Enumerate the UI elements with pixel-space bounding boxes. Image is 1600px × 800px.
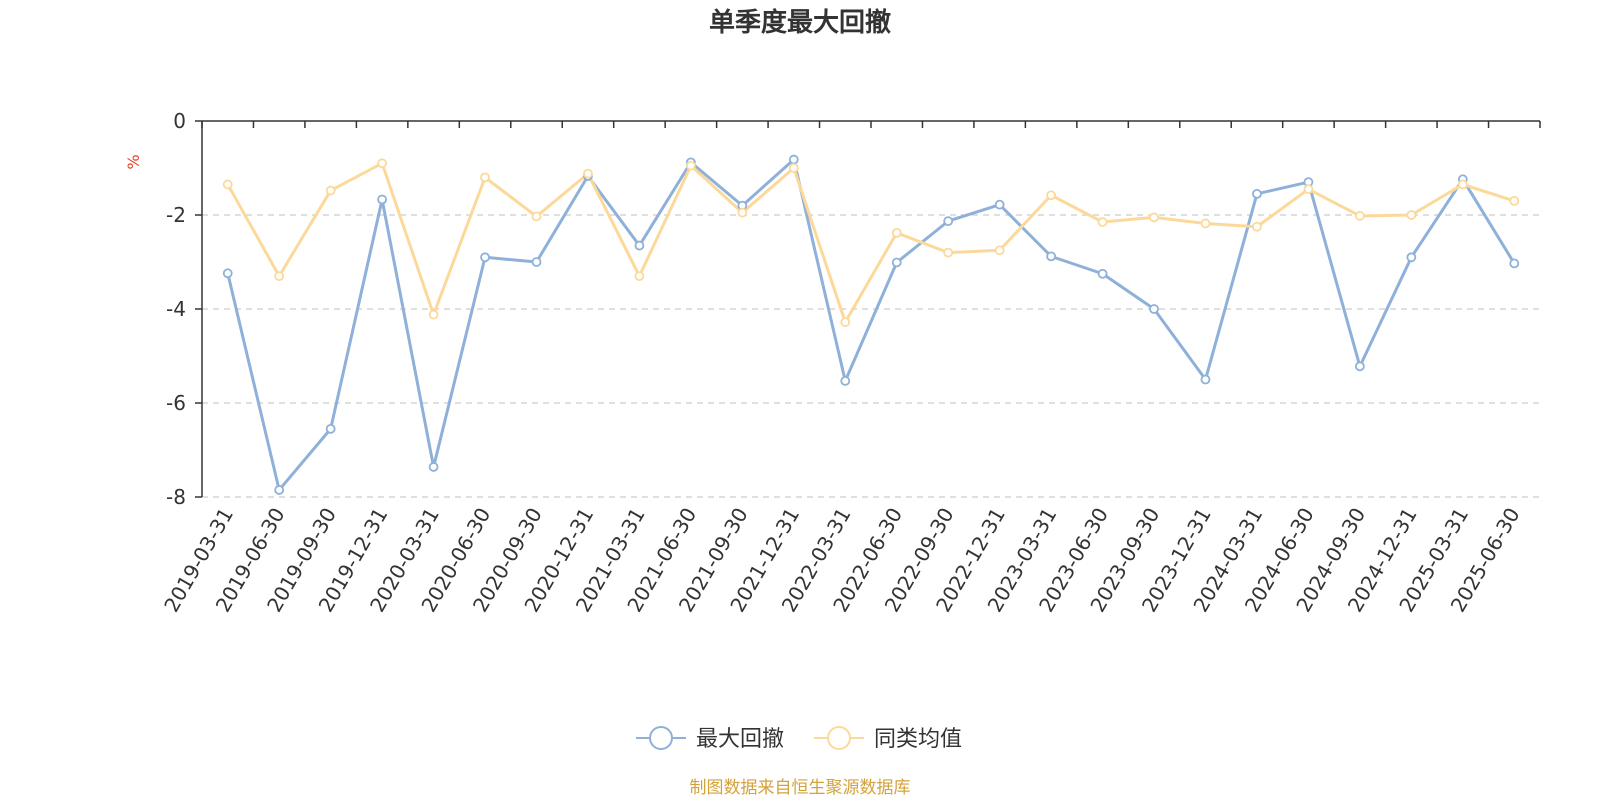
data-point[interactable] — [685, 160, 696, 171]
data-point[interactable] — [943, 247, 954, 258]
data-point[interactable] — [480, 172, 490, 183]
data-point[interactable] — [943, 216, 954, 227]
data-point[interactable] — [428, 309, 439, 320]
data-point[interactable] — [1097, 268, 1108, 279]
y-tick-label: -8 — [166, 485, 186, 509]
data-point[interactable] — [222, 268, 233, 279]
data-point[interactable] — [428, 462, 439, 472]
data-point[interactable] — [377, 194, 388, 205]
data-point[interactable] — [1149, 304, 1159, 314]
data-point[interactable] — [840, 376, 851, 386]
y-tick-label: -4 — [166, 297, 186, 321]
data-point[interactable] — [531, 211, 542, 222]
data-point[interactable] — [1509, 258, 1520, 269]
y-tick-label: -2 — [166, 203, 186, 227]
data-point[interactable] — [840, 317, 851, 328]
data-point[interactable] — [222, 179, 233, 190]
legend-label: 同类均值 — [874, 727, 962, 752]
data-point[interactable] — [480, 252, 490, 263]
data-point[interactable] — [1509, 195, 1520, 206]
data-point[interactable] — [274, 485, 285, 495]
data-source-note: 制图数据来自恒生聚源数据库 — [690, 778, 911, 798]
data-point[interactable] — [1406, 210, 1417, 220]
data-point[interactable] — [1200, 374, 1211, 385]
grid-lines — [202, 214, 1540, 498]
data-point[interactable] — [1097, 217, 1108, 227]
data-point[interactable] — [634, 240, 645, 251]
y-tick-label: 0 — [173, 109, 186, 133]
data-point[interactable] — [788, 163, 799, 173]
data-point[interactable] — [583, 168, 593, 179]
legend-circle-icon — [649, 726, 673, 750]
data-point[interactable] — [1406, 252, 1417, 263]
legend-label: 最大回撤 — [696, 727, 784, 752]
series-line-0 — [226, 158, 1516, 492]
data-point[interactable] — [1354, 361, 1365, 372]
y-tick-label: -6 — [166, 391, 186, 415]
data-point[interactable] — [1303, 184, 1314, 195]
legend-item-1[interactable]: 同类均值 — [814, 726, 962, 752]
data-point[interactable] — [1457, 179, 1468, 190]
data-point[interactable] — [994, 245, 1005, 256]
legend-item-0[interactable]: 最大回撤 — [636, 726, 784, 752]
legend-circle-icon — [827, 726, 851, 750]
data-point[interactable] — [1149, 212, 1159, 223]
data-point[interactable] — [891, 257, 902, 268]
data-point[interactable] — [891, 227, 902, 238]
data-point[interactable] — [1046, 190, 1057, 201]
data-point[interactable] — [325, 423, 336, 434]
data-point[interactable] — [1354, 211, 1365, 221]
data-point[interactable] — [1252, 188, 1262, 199]
data-point[interactable] — [994, 199, 1005, 210]
series-line-1 — [226, 161, 1515, 324]
data-point[interactable] — [1252, 221, 1262, 232]
data-point[interactable] — [274, 271, 285, 282]
y-axis-unit-label: % — [124, 154, 143, 169]
legend: 最大回撤 同类均值 — [636, 726, 962, 752]
data-point[interactable] — [531, 257, 542, 267]
data-point[interactable] — [1200, 218, 1211, 229]
data-point[interactable] — [377, 158, 388, 169]
data-point[interactable] — [788, 154, 799, 165]
data-point[interactable] — [1046, 251, 1057, 262]
axes: 0-2-4-6-82019-03-312019-06-302019-09-302… — [159, 109, 1541, 616]
data-point[interactable] — [325, 185, 336, 196]
series-lines — [222, 154, 1520, 495]
chart-title: 单季度最大回撤 — [709, 7, 891, 38]
data-point[interactable] — [737, 207, 748, 218]
data-point[interactable] — [634, 271, 645, 282]
